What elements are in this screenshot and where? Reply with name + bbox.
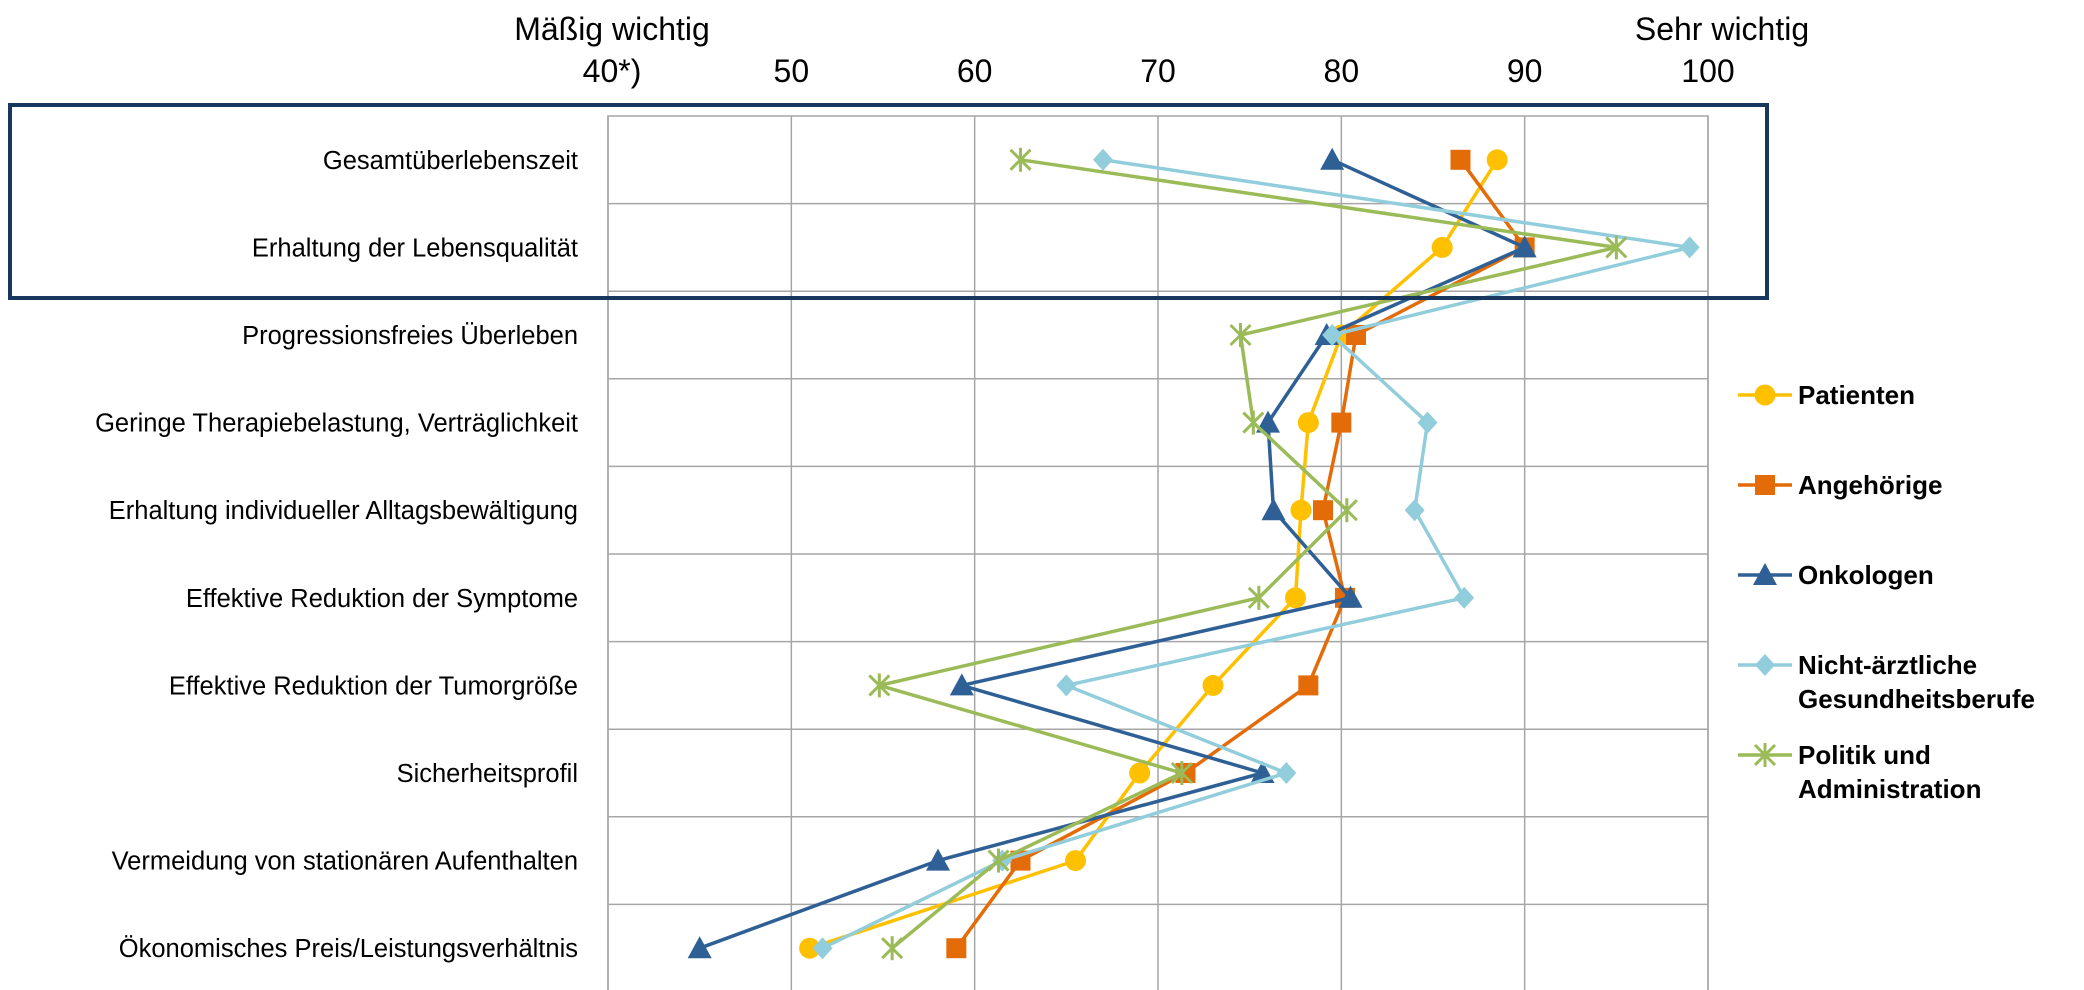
data-point — [1338, 585, 1363, 608]
data-point — [1290, 499, 1312, 521]
category-labels: Gesamtüberlebenszeit Erhaltung der Lebens… — [95, 147, 578, 963]
legend: Patienten Angehörige Onkologen Nicht-ärztli… — [1738, 380, 2035, 804]
legend-label: Patienten — [1798, 380, 1915, 410]
legend-label: Onkologen — [1798, 560, 1934, 590]
data-point — [1753, 743, 1777, 767]
chart-grid — [607, 115, 1709, 990]
data-point — [1297, 412, 1319, 434]
data-point — [1009, 147, 1032, 172]
highlight-box — [8, 103, 1769, 300]
legend-entry: Politik und Administration — [1738, 740, 1981, 804]
data-point — [1755, 654, 1775, 676]
data-point — [1093, 148, 1113, 171]
data-point — [1605, 235, 1628, 260]
data-point — [1276, 762, 1297, 784]
data-point — [926, 848, 950, 871]
data-point — [949, 673, 974, 696]
data-point — [799, 937, 821, 959]
legend-label: Politik und — [1798, 740, 1931, 770]
series-line — [809, 158, 1499, 950]
data-point — [1450, 149, 1471, 170]
category-label: Erhaltung individueller Alltagsbewältigu… — [109, 497, 578, 525]
legend-entry: Onkologen — [1738, 560, 1934, 590]
data-point — [1755, 475, 1775, 495]
category-label: Sicherheitsprofil — [397, 760, 578, 788]
data-point — [687, 936, 712, 959]
data-point — [1679, 236, 1700, 259]
data-point — [946, 938, 967, 959]
data-point — [1404, 499, 1425, 522]
series — [687, 147, 1537, 959]
x-tick-label: 50 — [774, 53, 810, 89]
series-line — [877, 158, 1619, 950]
data-point — [1170, 761, 1193, 785]
data-point — [1242, 410, 1265, 435]
data-point — [1331, 412, 1352, 433]
legend-label-line2: Administration — [1798, 774, 1981, 804]
legend-entry: Patienten — [1738, 380, 1915, 410]
data-point — [1261, 498, 1286, 521]
data-point — [812, 937, 833, 960]
legend-label: Angehörige — [1798, 470, 1942, 500]
series — [868, 147, 1628, 961]
data-point — [1486, 149, 1508, 171]
category-label: Effektive Reduktion der Tumorgröße — [169, 672, 578, 700]
category-label: Progressionsfreies Überleben — [242, 322, 578, 350]
data-point — [1417, 411, 1438, 434]
legend-label: Nicht-ärztliche — [1798, 650, 1977, 680]
data-point — [1056, 674, 1077, 697]
x-axis: Mäßig wichtig Sehr wichtig 40*) 50 60 70 80 9… — [514, 11, 1809, 89]
data-point — [987, 848, 1010, 873]
category-label: Geringe Therapiebelastung, Verträglichke… — [95, 410, 578, 438]
scale-low-label: Mäßig wichtig — [514, 11, 710, 47]
data-point — [1753, 563, 1777, 585]
data-point — [1313, 500, 1333, 521]
data-point — [1754, 384, 1776, 406]
data-point — [1322, 324, 1343, 346]
data-point — [1256, 410, 1280, 433]
x-tick-label: 100 — [1681, 53, 1734, 89]
x-tick-label: 70 — [1140, 53, 1176, 89]
data-point — [1512, 235, 1537, 258]
data-point — [1298, 675, 1319, 696]
data-point — [1335, 498, 1358, 523]
data-point — [1065, 850, 1086, 872]
legend-label-line2: Gesundheitsberufe — [1798, 684, 2035, 714]
category-label: Vermeidung von stationären Aufenthalten — [112, 848, 578, 876]
data-point — [1202, 674, 1224, 696]
series-group — [687, 147, 1700, 961]
x-tick-label: 60 — [957, 53, 993, 89]
series-line — [821, 158, 1692, 950]
data-point — [1320, 147, 1345, 170]
category-label: Erhaltung der Lebensqualität — [252, 234, 578, 262]
legend-entry: Angehörige — [1738, 470, 1942, 500]
data-point — [868, 673, 891, 698]
data-point — [1229, 323, 1252, 347]
category-label: Effektive Reduktion der Symptome — [186, 585, 578, 613]
series — [812, 148, 1700, 960]
x-tick-label: 40*) — [583, 53, 642, 89]
x-tick-label: 90 — [1507, 53, 1543, 89]
data-point — [1247, 585, 1270, 610]
data-point — [881, 936, 904, 961]
scale-high-label: Sehr wichtig — [1635, 11, 1809, 47]
data-point — [1431, 236, 1453, 258]
category-label: Ökonomisches Preis/Leistungsverhältnis — [119, 935, 578, 963]
data-point — [1454, 586, 1475, 609]
data-point — [1285, 587, 1306, 609]
legend-entry: Nicht-ärztliche Gesundheitsberufe — [1738, 650, 2035, 714]
category-label: Gesamtüberlebenszeit — [323, 147, 578, 175]
x-tick-label: 80 — [1324, 53, 1360, 89]
data-point — [1129, 762, 1151, 784]
